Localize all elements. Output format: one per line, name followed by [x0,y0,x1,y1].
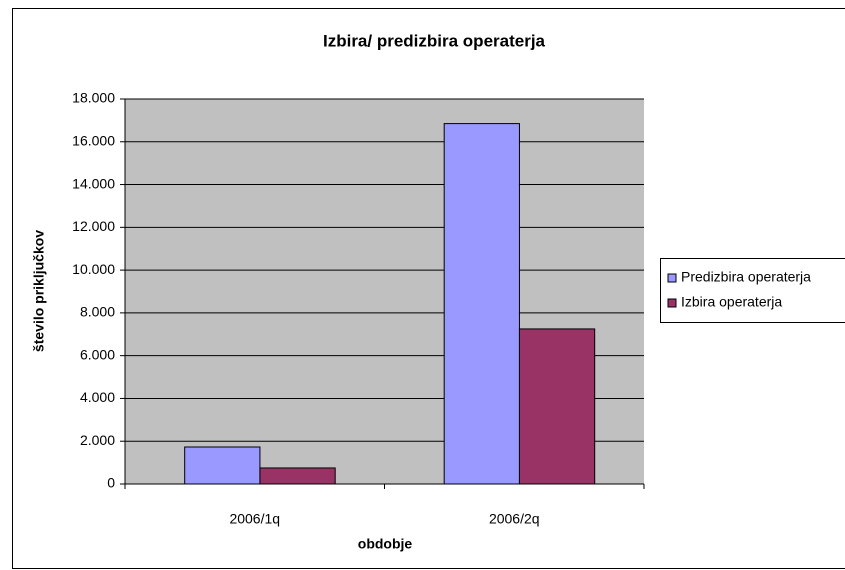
bar [443,123,520,485]
legend-swatch [667,298,677,308]
x-tick-label: 2006/1q [229,511,280,527]
y-axis-label: število priključkov [31,230,47,352]
x-axis-label: obdobje [358,536,413,552]
y-tick-label: 2.000 [80,432,115,448]
y-tick-label: 0 [107,475,115,491]
legend-label: Izbira operaterja [681,294,782,310]
y-tick-label: 6.000 [80,346,115,362]
bar [184,446,261,485]
x-tick-label: 2006/2q [489,511,540,527]
y-tick-label: 14.000 [72,175,115,191]
y-tick-label: 16.000 [72,132,115,148]
bar [259,467,336,485]
chart-title: Izbira/ predizbira operaterja [323,31,546,50]
legend-swatch [667,273,677,283]
bar [518,328,596,485]
y-tick-label: 18.000 [72,90,115,106]
y-tick-label: 10.000 [72,261,115,277]
y-tick-label: 8.000 [80,304,115,320]
legend [660,258,845,323]
y-tick-label: 4.000 [80,389,115,405]
y-tick-label: 12.000 [72,218,115,234]
legend-label: Predizbira operaterja [681,269,811,285]
